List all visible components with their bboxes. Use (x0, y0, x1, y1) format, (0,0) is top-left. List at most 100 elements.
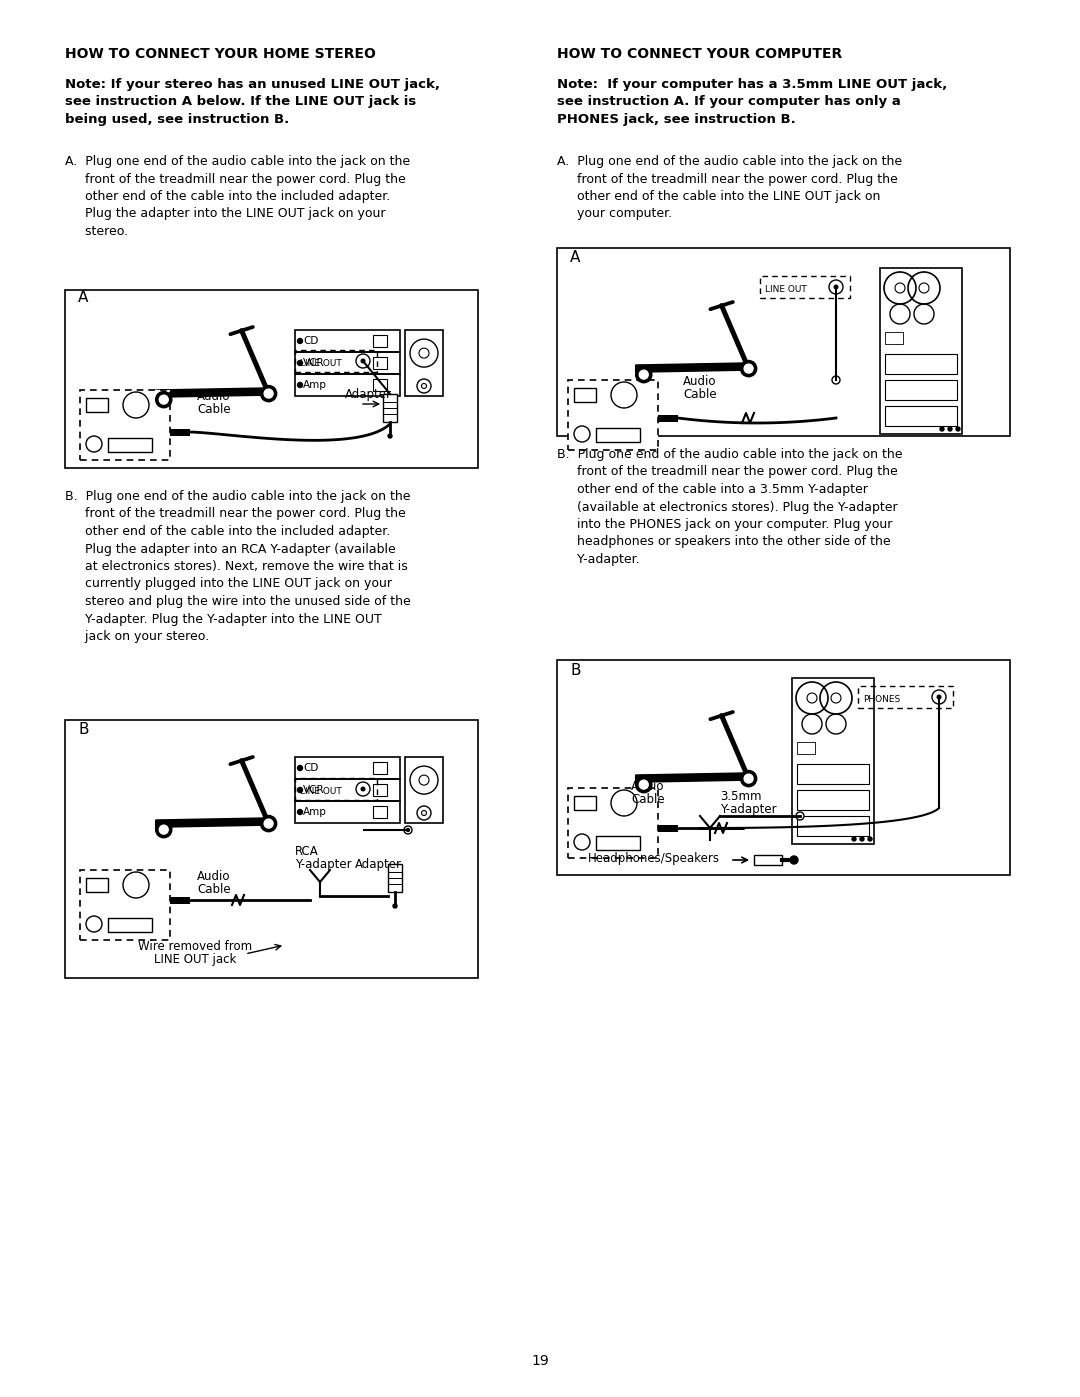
Text: RCA: RCA (295, 845, 319, 858)
Bar (557, 659, 1010, 875)
Bar (295, 780, 400, 800)
Text: HOW TO CONNECT YOUR HOME STEREO: HOW TO CONNECT YOUR HOME STEREO (65, 47, 376, 61)
Circle shape (297, 338, 302, 344)
Text: 3.5mm: 3.5mm (720, 789, 761, 803)
Bar (373, 784, 387, 796)
Circle shape (404, 826, 411, 834)
Bar (373, 806, 387, 819)
Circle shape (834, 285, 838, 289)
Bar (295, 778, 377, 800)
Circle shape (956, 427, 960, 432)
Bar (295, 352, 400, 374)
Bar (65, 291, 478, 468)
Bar (797, 816, 869, 835)
Circle shape (265, 819, 273, 828)
Circle shape (159, 826, 168, 834)
Text: B: B (78, 722, 89, 738)
Text: VCR: VCR (303, 358, 325, 367)
Text: LINE OUT: LINE OUT (765, 285, 807, 293)
Circle shape (744, 365, 753, 373)
Bar (65, 719, 478, 978)
Bar (295, 800, 400, 823)
Bar (405, 757, 443, 823)
Text: 19: 19 (531, 1354, 549, 1368)
Circle shape (156, 391, 172, 408)
Bar (880, 268, 962, 434)
Circle shape (868, 837, 872, 841)
Bar (170, 429, 190, 436)
Circle shape (159, 395, 168, 404)
Bar (170, 897, 190, 904)
Text: VCR: VCR (303, 785, 325, 795)
Bar (86, 877, 108, 893)
Text: A: A (78, 291, 89, 305)
Circle shape (852, 837, 856, 841)
Text: Y-adapter: Y-adapter (720, 803, 777, 816)
Text: Audio: Audio (684, 374, 717, 388)
Text: Audio: Audio (631, 780, 665, 793)
Bar (295, 374, 400, 395)
Text: Adapter: Adapter (345, 388, 392, 401)
Bar (80, 390, 170, 460)
Circle shape (636, 777, 652, 792)
Circle shape (260, 386, 276, 402)
Text: A.  Plug one end of the audio cable into the jack on the
     front of the tread: A. Plug one end of the audio cable into … (557, 155, 902, 221)
Bar (557, 249, 1010, 436)
Bar (573, 388, 596, 402)
Circle shape (156, 821, 172, 838)
Bar (295, 351, 377, 372)
Circle shape (936, 694, 942, 700)
Circle shape (741, 771, 757, 787)
Polygon shape (636, 363, 753, 372)
Bar (373, 379, 387, 391)
Polygon shape (156, 388, 272, 397)
Bar (797, 789, 869, 810)
Bar (80, 870, 170, 940)
Circle shape (361, 787, 365, 792)
Circle shape (361, 359, 365, 363)
Text: Note:  If your computer has a 3.5mm LINE OUT jack,
see instruction A. If your co: Note: If your computer has a 3.5mm LINE … (557, 78, 947, 126)
Bar (885, 353, 957, 374)
Text: A.  Plug one end of the audio cable into the jack on the
     front of the tread: A. Plug one end of the audio cable into … (65, 155, 410, 237)
Text: B.  Plug one end of the audio cable into the jack on the
     front of the tread: B. Plug one end of the audio cable into … (557, 448, 903, 566)
Bar (596, 835, 640, 849)
Text: CD: CD (303, 763, 319, 773)
Circle shape (260, 816, 276, 831)
Circle shape (796, 812, 804, 820)
Text: B.  Plug one end of the audio cable into the jack on the
     front of the tread: B. Plug one end of the audio cable into … (65, 490, 410, 643)
Bar (108, 918, 152, 932)
Bar (754, 855, 782, 865)
Circle shape (832, 376, 840, 384)
Bar (373, 335, 387, 346)
Bar (797, 764, 869, 784)
Text: Cable: Cable (198, 883, 231, 895)
Circle shape (639, 370, 648, 379)
Circle shape (265, 390, 273, 398)
Text: B: B (570, 664, 581, 678)
Bar (658, 415, 678, 422)
Bar (797, 742, 815, 754)
Text: Adapter: Adapter (355, 858, 402, 870)
Circle shape (406, 828, 409, 831)
Text: A: A (570, 250, 580, 265)
Text: CD: CD (303, 337, 319, 346)
Circle shape (636, 366, 652, 383)
Text: Headphones/Speakers: Headphones/Speakers (588, 852, 720, 865)
Circle shape (639, 780, 648, 789)
Circle shape (393, 904, 397, 908)
Text: LINE OUT: LINE OUT (300, 787, 341, 795)
Text: Cable: Cable (684, 388, 717, 401)
Text: HOW TO CONNECT YOUR COMPUTER: HOW TO CONNECT YOUR COMPUTER (557, 47, 842, 61)
Text: Audio: Audio (198, 390, 231, 402)
Text: Wire removed from: Wire removed from (138, 940, 252, 953)
Circle shape (297, 383, 302, 387)
Circle shape (789, 856, 798, 863)
Bar (405, 330, 443, 395)
Bar (885, 332, 903, 344)
Text: Audio: Audio (198, 870, 231, 883)
Bar (383, 394, 397, 422)
Bar (568, 788, 658, 858)
Circle shape (297, 809, 302, 814)
Circle shape (297, 788, 302, 792)
Bar (295, 330, 400, 352)
